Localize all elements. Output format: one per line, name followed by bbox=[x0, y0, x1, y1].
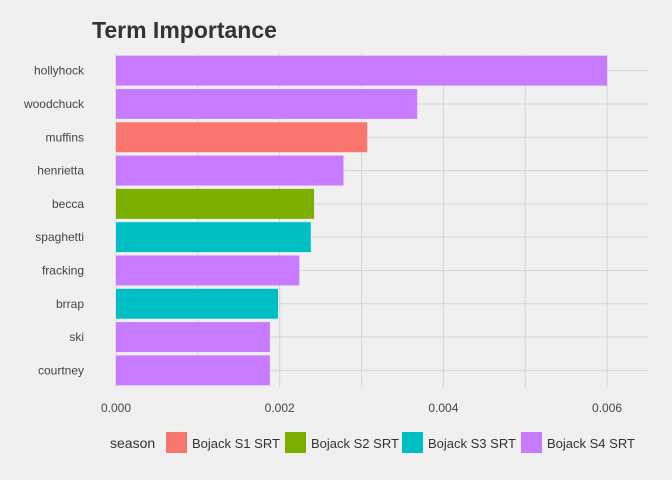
legend-label: Bojack S2 SRT bbox=[311, 436, 399, 451]
legend-swatch bbox=[402, 432, 423, 453]
legend-swatch bbox=[166, 432, 187, 453]
bar-woodchuck bbox=[116, 88, 418, 119]
y-tick-label: woodchuck bbox=[23, 97, 85, 111]
bar-becca bbox=[116, 188, 315, 219]
x-tick-label: 0.004 bbox=[428, 401, 458, 415]
y-tick-label: muffins bbox=[46, 130, 84, 144]
bar-hollyhock bbox=[116, 55, 608, 86]
bar-spaghetti bbox=[116, 222, 311, 253]
y-tick-label: becca bbox=[52, 197, 84, 211]
y-tick-label: brrap bbox=[56, 297, 84, 311]
y-tick-label: ski bbox=[69, 330, 84, 344]
y-tick-label: henrietta bbox=[37, 164, 84, 178]
bars bbox=[116, 55, 608, 386]
legend-label: Bojack S1 SRT bbox=[192, 436, 280, 451]
y-tick-label: hollyhock bbox=[34, 64, 85, 78]
bar-ski bbox=[116, 322, 270, 353]
y-tick-label: spaghetti bbox=[35, 230, 84, 244]
bar-courtney bbox=[116, 355, 270, 386]
legend-swatch bbox=[285, 432, 306, 453]
x-tick-label: 0.002 bbox=[265, 401, 295, 415]
y-axis-tick-labels: hollyhock woodchuck muffins henrietta becca s… bbox=[23, 64, 85, 378]
bar-fracking bbox=[116, 255, 300, 286]
x-tick-label: 0.000 bbox=[101, 401, 131, 415]
bar-muffins bbox=[116, 122, 368, 153]
chart-title: Term Importance bbox=[92, 17, 277, 43]
bar-henrietta bbox=[116, 155, 344, 186]
x-axis-tick-labels: 0.000 0.002 0.004 0.006 bbox=[101, 401, 622, 415]
x-tick-label: 0.006 bbox=[592, 401, 622, 415]
bar-brrap bbox=[116, 288, 279, 319]
y-tick-label: courtney bbox=[38, 363, 84, 377]
legend-title: season bbox=[110, 435, 155, 451]
legend-label: Bojack S4 SRT bbox=[547, 436, 635, 451]
legend: season Bojack S1 SRT Bojack S2 SRT Bojack … bbox=[110, 432, 635, 453]
legend-swatch bbox=[521, 432, 542, 453]
y-tick-label: fracking bbox=[42, 263, 84, 277]
legend-label: Bojack S3 SRT bbox=[428, 436, 516, 451]
